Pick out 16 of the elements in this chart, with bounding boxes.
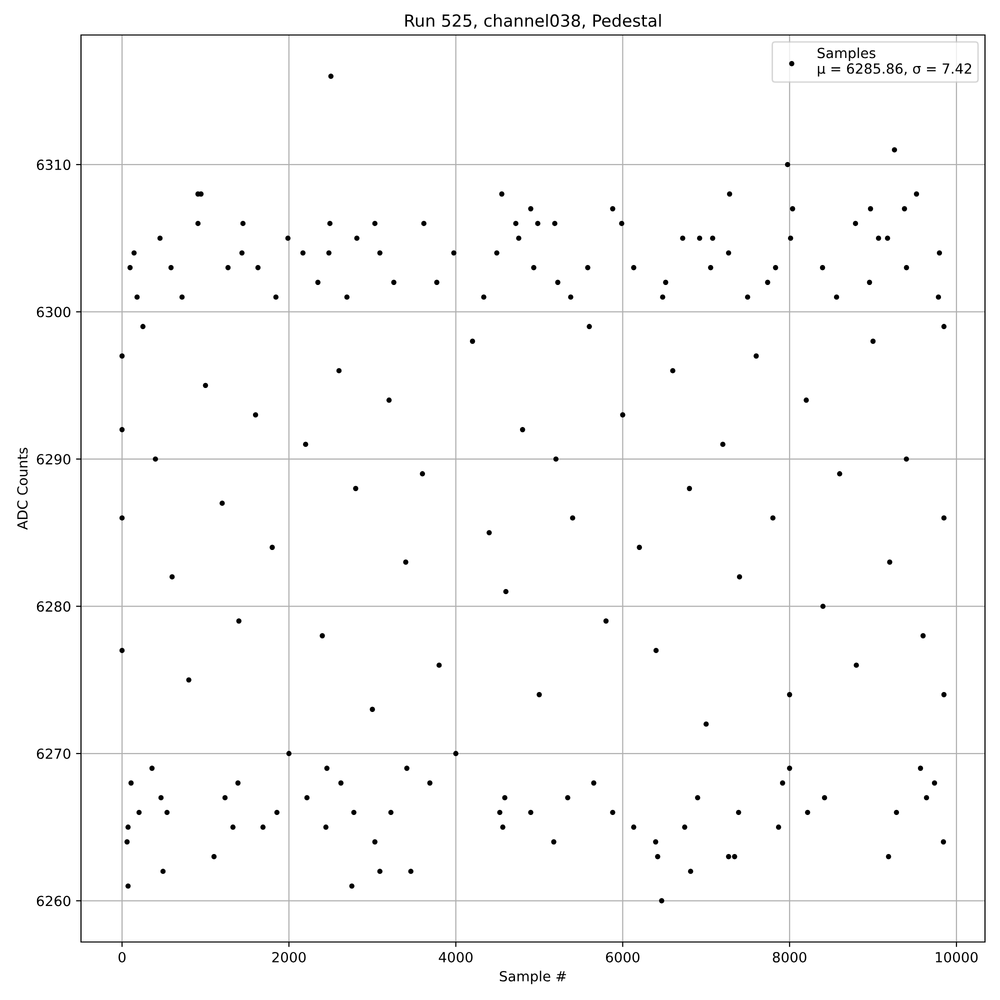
x-tick-label: 8000 <box>772 952 806 962</box>
x-tick-label: 6000 <box>606 952 640 962</box>
y-tick-label: 6310 <box>36 160 70 170</box>
chart-title: Run 525, channel038, Pedestal <box>405 14 661 29</box>
x-tick-label: 10000 <box>936 952 978 962</box>
y-axis-title: ADC Counts <box>17 448 28 530</box>
y-tick-label: 6260 <box>36 896 70 906</box>
y-tick-label: 6280 <box>36 601 70 612</box>
x-tick-label: 4000 <box>438 952 473 962</box>
y-tick-label: 6290 <box>36 454 70 465</box>
x-tick-label: 0 <box>118 952 126 962</box>
y-tick-label: 6270 <box>36 748 70 760</box>
legend-label: Samples μ = 6285.86, σ = 7.42 <box>818 48 972 76</box>
y-tick-label: 6300 <box>36 306 70 318</box>
x-axis-title: Sample # <box>500 970 566 984</box>
x-tick-label: 2000 <box>272 952 306 962</box>
